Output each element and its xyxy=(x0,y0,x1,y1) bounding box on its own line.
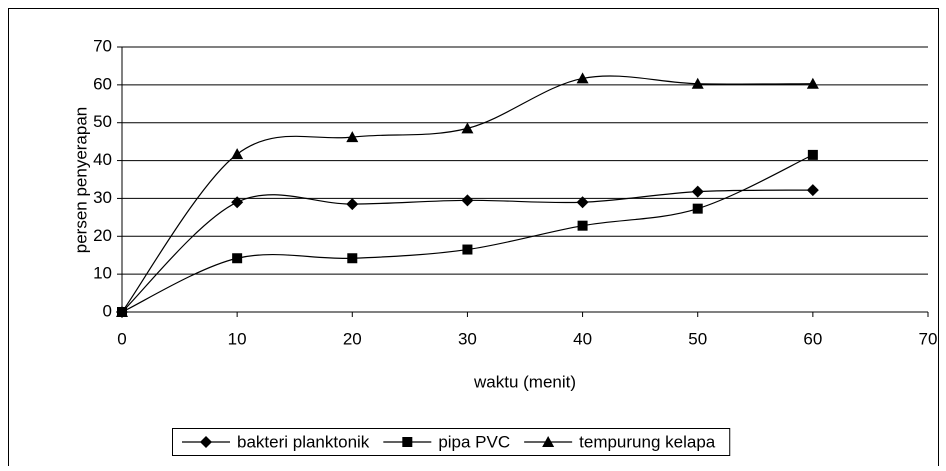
marker xyxy=(576,196,589,209)
y-tick-label: 30 xyxy=(93,188,112,207)
marker xyxy=(347,253,358,264)
x-tick-label: 60 xyxy=(803,329,822,348)
legend-label: bakteri planktonik xyxy=(237,432,370,451)
marker xyxy=(346,198,359,211)
marker xyxy=(692,203,703,214)
marker xyxy=(232,253,243,264)
y-tick-label: 0 xyxy=(103,301,112,320)
marker xyxy=(461,194,474,207)
x-axis-label: waktu (menit) xyxy=(473,372,576,391)
marker xyxy=(346,131,359,143)
x-tick-label: 0 xyxy=(117,329,126,348)
x-tick-label: 50 xyxy=(688,329,707,348)
x-tick-label: 70 xyxy=(919,329,938,348)
legend-box xyxy=(172,428,731,456)
marker xyxy=(806,77,819,89)
y-tick-label: 10 xyxy=(93,264,112,283)
marker xyxy=(807,149,818,160)
marker xyxy=(576,72,589,84)
marker xyxy=(542,436,555,447)
marker xyxy=(806,184,819,197)
legend-label: pipa PVC xyxy=(438,432,510,451)
x-tick-label: 40 xyxy=(573,329,592,348)
y-tick-label: 70 xyxy=(93,36,112,55)
marker xyxy=(231,148,244,160)
marker xyxy=(691,185,704,198)
marker xyxy=(462,244,473,255)
chart-border xyxy=(8,8,939,469)
marker xyxy=(116,306,128,317)
series-line xyxy=(121,75,813,313)
x-tick-label: 30 xyxy=(458,329,477,348)
legend-label: tempurung kelapa xyxy=(579,432,716,451)
marker xyxy=(200,436,212,448)
x-tick-label: 20 xyxy=(343,329,362,348)
marker xyxy=(461,122,474,134)
x-tick-label: 10 xyxy=(228,329,247,348)
y-axis-label: persen penyerapan xyxy=(71,107,90,254)
marker xyxy=(577,220,588,231)
y-tick-label: 40 xyxy=(93,150,112,169)
marker xyxy=(402,437,413,447)
y-tick-label: 50 xyxy=(93,112,112,131)
series-line xyxy=(121,154,814,313)
marker xyxy=(231,196,244,209)
y-tick-label: 20 xyxy=(93,226,112,245)
y-tick-label: 60 xyxy=(93,74,112,93)
marker xyxy=(691,77,704,89)
